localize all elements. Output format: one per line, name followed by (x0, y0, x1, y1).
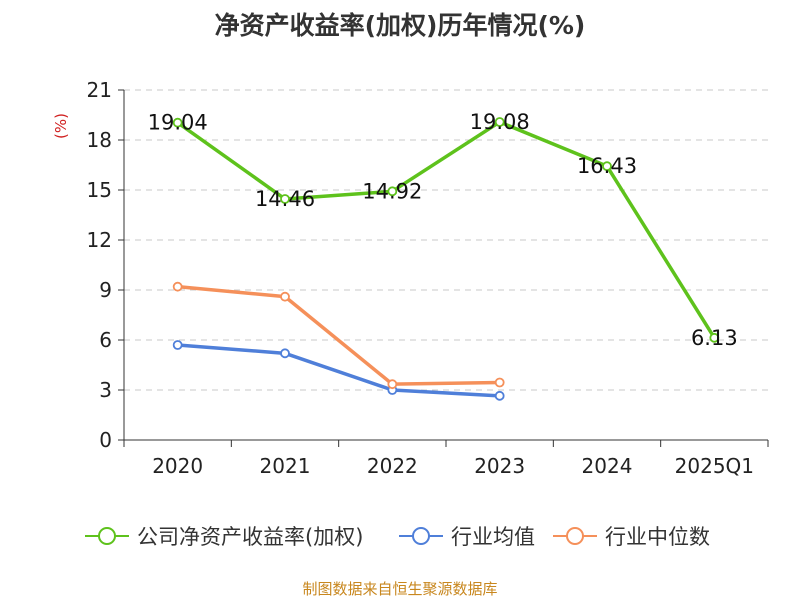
data-point (172, 117, 183, 128)
data-label: 6.13 (691, 326, 738, 350)
data-point (494, 377, 505, 388)
data-point (387, 379, 398, 390)
gridlines (124, 89, 768, 391)
data-point (709, 332, 720, 343)
legend-label-1: 行业均值 (451, 525, 535, 549)
legend-marker-1 (412, 527, 430, 545)
legend-marker-2 (566, 527, 584, 545)
legend: 公司净资产收益率(加权) 行业均值 行业中位数 (85, 525, 710, 549)
x-tick-label: 2024 (582, 454, 633, 478)
data-point (602, 161, 612, 172)
data-label: 14.92 (362, 179, 422, 203)
series-line-0 (175, 120, 717, 340)
series-line-1 (175, 343, 502, 398)
data-point (387, 186, 398, 197)
x-tick-label: 2021 (260, 454, 311, 478)
data-point (280, 194, 290, 204)
data-label: 14.46 (255, 187, 315, 211)
legend-label-0: 公司净资产收益率(加权) (137, 525, 363, 549)
y-tick-label: 3 (99, 378, 112, 402)
data-label: 16.43 (577, 154, 637, 178)
data-point (280, 291, 290, 302)
x-tick-label: 2020 (152, 454, 203, 478)
y-tick-label: 6 (99, 328, 112, 352)
series-line-2 (175, 284, 502, 386)
y-tick-label: 21 (87, 78, 112, 102)
y-tick-label: 9 (99, 278, 112, 302)
data-point (172, 340, 183, 350)
data-label: 19.04 (148, 111, 208, 135)
data-labels: 19.04 14.46 14.92 19.08 16.43 6.13 (148, 110, 738, 350)
x-tick-label: 2025Q1 (675, 454, 754, 478)
source-note: 制图数据来自恒生聚源数据库 (302, 580, 497, 598)
series-lines (172, 117, 720, 401)
axes: 0 3 6 9 12 15 18 21 2020 2021 2022 2023 2024 2025Q1 (87, 78, 769, 478)
chart-title: 净资产收益率(加权)历年情况(%) (215, 11, 586, 40)
data-point (494, 390, 505, 401)
x-tick-label: 2023 (474, 454, 525, 478)
data-point (280, 348, 290, 359)
legend-marker-0 (98, 527, 116, 545)
y-tick-label: 12 (87, 228, 112, 252)
y-axis-unit-label: (%) (52, 113, 70, 139)
data-label: 19.08 (470, 110, 530, 134)
y-tick-label: 15 (87, 178, 112, 202)
data-point (494, 117, 505, 127)
legend-label-2: 行业中位数 (605, 525, 710, 549)
x-tick-label: 2022 (367, 454, 418, 478)
y-tick-label: 18 (87, 128, 112, 152)
y-tick-label: 0 (99, 428, 112, 452)
data-point (172, 281, 183, 292)
